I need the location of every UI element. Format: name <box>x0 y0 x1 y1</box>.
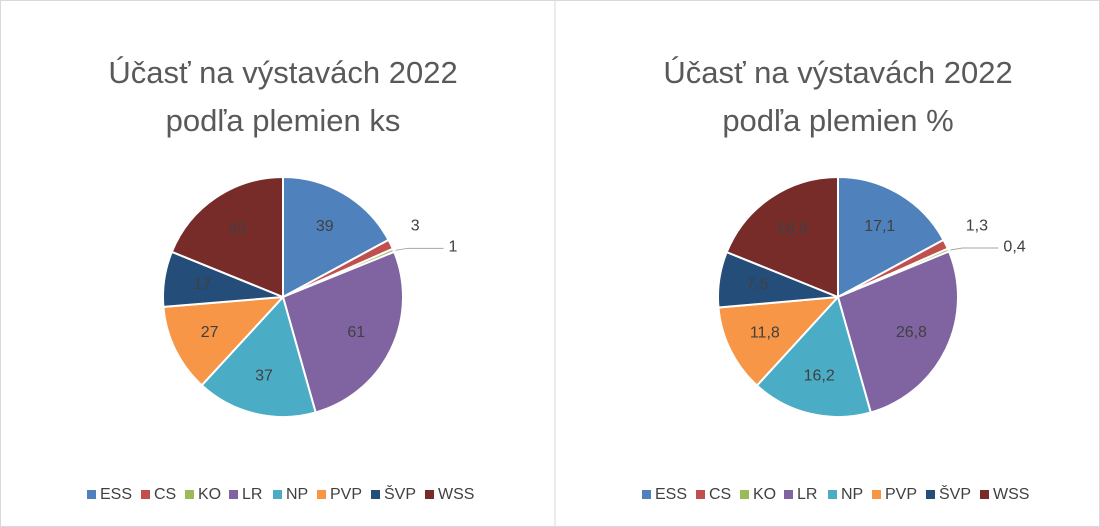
legend-swatch <box>371 490 380 499</box>
chart-title: Účasť na výstavách 2022 <box>108 55 457 90</box>
legend-label: PVP <box>885 486 917 503</box>
legend-label: ŠVP <box>939 484 971 503</box>
data-label: 0,4 <box>1003 238 1025 255</box>
legend-swatch <box>273 490 282 499</box>
data-label: 7,5 <box>746 276 768 293</box>
legend-swatch <box>740 490 749 499</box>
data-label: 61 <box>347 324 365 341</box>
legend-swatch <box>229 490 238 499</box>
pie-slice <box>282 175 390 299</box>
pie-slice <box>281 250 404 414</box>
data-label: 1,3 <box>966 217 988 234</box>
pie-slice <box>725 175 839 299</box>
legend-swatch <box>642 490 651 499</box>
legend-label: LR <box>242 486 262 503</box>
pie-slice <box>836 250 959 414</box>
data-label: 26,8 <box>896 324 927 341</box>
chart-title: podľa plemien ks <box>166 103 401 138</box>
legend-label: KO <box>753 486 776 503</box>
leader-line <box>395 247 444 251</box>
pie-slice <box>755 295 872 418</box>
legend-label: KO <box>198 486 221 503</box>
legend-swatch <box>696 490 705 499</box>
legend-swatch <box>185 490 194 499</box>
pie-slice <box>170 175 284 299</box>
legend-swatch <box>317 490 326 499</box>
leader-line <box>950 247 999 251</box>
legend-swatch <box>425 490 434 499</box>
legend-label: ESS <box>655 486 687 503</box>
chart-title: podľa plemien % <box>722 103 953 138</box>
data-label: 3 <box>411 218 420 235</box>
legend-label: LR <box>797 486 817 503</box>
legend-label: NP <box>841 486 863 503</box>
legend-swatch <box>926 490 935 499</box>
legend-label: NP <box>286 486 308 503</box>
data-label: 11,8 <box>750 324 780 341</box>
legend-swatch <box>87 490 96 499</box>
legend-label: ŠVP <box>384 484 416 503</box>
data-label: 18,9 <box>777 221 808 238</box>
pie-slice <box>837 175 945 299</box>
legend-swatch <box>828 490 837 499</box>
data-label: 1 <box>449 239 458 256</box>
pie-slice <box>162 295 286 387</box>
legend-label: CS <box>709 486 731 503</box>
data-label: 43 <box>229 221 247 238</box>
legend-swatch <box>141 490 150 499</box>
legend-label: WSS <box>438 486 474 503</box>
data-label: 17,1 <box>864 218 895 235</box>
data-label: 17 <box>193 276 211 293</box>
legend-label: WSS <box>993 486 1029 503</box>
data-label: 27 <box>201 324 219 341</box>
legend-swatch <box>980 490 989 499</box>
legend-label: PVP <box>330 486 362 503</box>
data-label: 37 <box>255 368 273 385</box>
pie-slice <box>717 295 841 387</box>
legend-swatch <box>784 490 793 499</box>
data-label: 16,2 <box>804 368 835 385</box>
legend-label: ESS <box>100 486 132 503</box>
data-label: 39 <box>316 218 334 235</box>
legend-label: CS <box>154 486 176 503</box>
chart-title: Účasť na výstavách 2022 <box>663 55 1012 90</box>
legend-swatch <box>872 490 881 499</box>
pie-slice <box>200 295 317 418</box>
